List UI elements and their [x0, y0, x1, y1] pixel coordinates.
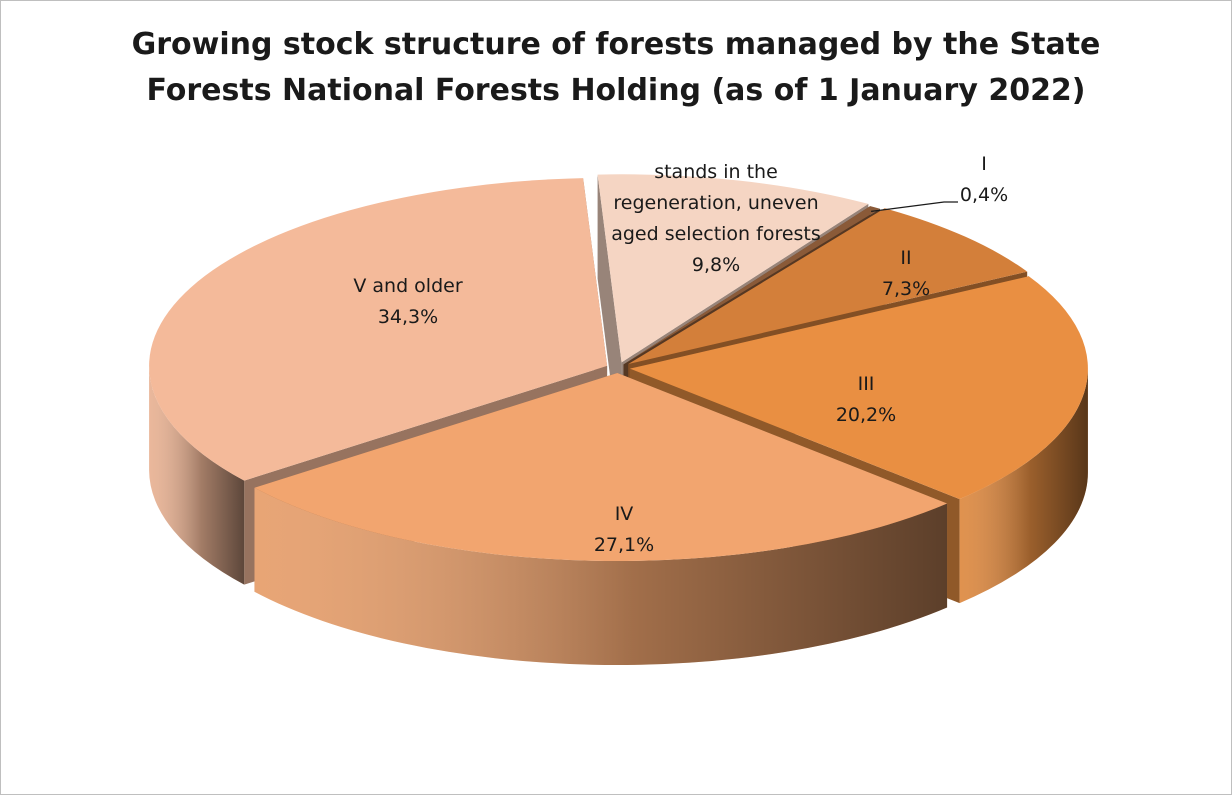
- leader-line-slice-2: [871, 201, 958, 213]
- data-label-1: stands in the regeneration, uneven aged se…: [611, 161, 821, 276]
- data-label-6: V and older 34,3%: [353, 275, 462, 328]
- data-label-2: I 0,4%: [960, 153, 1008, 206]
- data-label-category: V and older: [353, 275, 462, 297]
- chart-title-line-2: Forests National Forests Holding (as of …: [146, 73, 1086, 108]
- slice-side-shade-4-1: [959, 368, 1088, 604]
- data-label-value: 34,3%: [378, 306, 438, 328]
- data-label-category: aged selection forests: [611, 223, 821, 245]
- slice-top-3: [628, 208, 1028, 365]
- data-label-value: 20,2%: [836, 404, 896, 426]
- data-label-3: II 7,3%: [882, 247, 930, 300]
- slice-top-5: [254, 373, 948, 562]
- data-label-value: 0,4%: [960, 184, 1008, 206]
- pie-slice-5: [254, 373, 948, 666]
- data-label-category: stands in the: [654, 161, 778, 183]
- data-label-category: II: [900, 247, 911, 269]
- data-label-category: IV: [615, 503, 634, 525]
- data-label-value: 27,1%: [594, 534, 654, 556]
- slice-top-4: [629, 276, 1088, 500]
- data-label-category: regeneration, uneven: [613, 192, 818, 214]
- data-label-5: IV 27,1%: [594, 503, 654, 556]
- chart-title-line-1: Growing stock structure of forests manag…: [131, 27, 1101, 62]
- data-label-value: 9,8%: [692, 254, 740, 276]
- slice-side-shade-6-1: [149, 365, 245, 585]
- slice-top-2: [623, 206, 880, 365]
- data-label-category: I: [981, 153, 987, 175]
- data-label-4: III 20,2%: [836, 373, 896, 426]
- slice-side-shade-5-1: [254, 487, 948, 666]
- slice-top-1: [597, 174, 869, 363]
- data-label-value: 7,3%: [882, 278, 930, 300]
- slice-top-6: [149, 178, 608, 481]
- data-label-category: III: [858, 373, 875, 395]
- chart-title: Growing stock structure of forests manag…: [116, 22, 1116, 114]
